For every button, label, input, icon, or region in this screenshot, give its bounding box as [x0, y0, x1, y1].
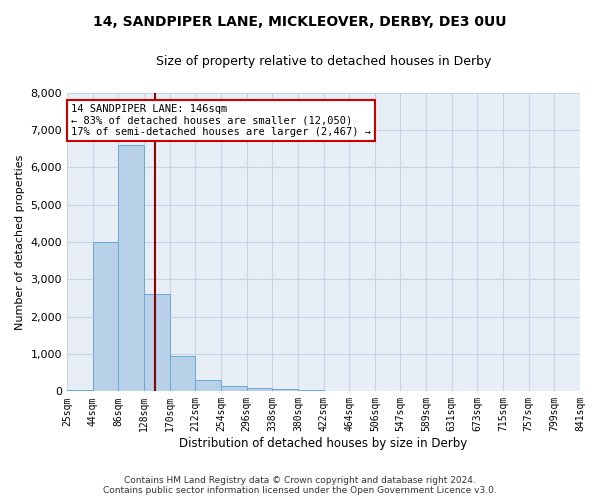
Y-axis label: Number of detached properties: Number of detached properties — [15, 154, 25, 330]
Bar — [144, 294, 170, 392]
Text: 14 SANDPIPER LANE: 146sqm
← 83% of detached houses are smaller (12,050)
17% of s: 14 SANDPIPER LANE: 146sqm ← 83% of detac… — [71, 104, 371, 137]
Text: Contains HM Land Registry data © Crown copyright and database right 2024.
Contai: Contains HM Land Registry data © Crown c… — [103, 476, 497, 495]
Bar — [247, 388, 272, 392]
Bar — [298, 390, 323, 392]
Bar — [272, 388, 298, 392]
Bar — [170, 356, 195, 392]
Title: Size of property relative to detached houses in Derby: Size of property relative to detached ho… — [156, 55, 491, 68]
Bar — [118, 145, 144, 392]
Bar — [67, 390, 92, 392]
Bar — [92, 242, 118, 392]
X-axis label: Distribution of detached houses by size in Derby: Distribution of detached houses by size … — [179, 437, 467, 450]
Text: 14, SANDPIPER LANE, MICKLEOVER, DERBY, DE3 0UU: 14, SANDPIPER LANE, MICKLEOVER, DERBY, D… — [93, 15, 507, 29]
Bar — [195, 380, 221, 392]
Bar — [221, 386, 247, 392]
